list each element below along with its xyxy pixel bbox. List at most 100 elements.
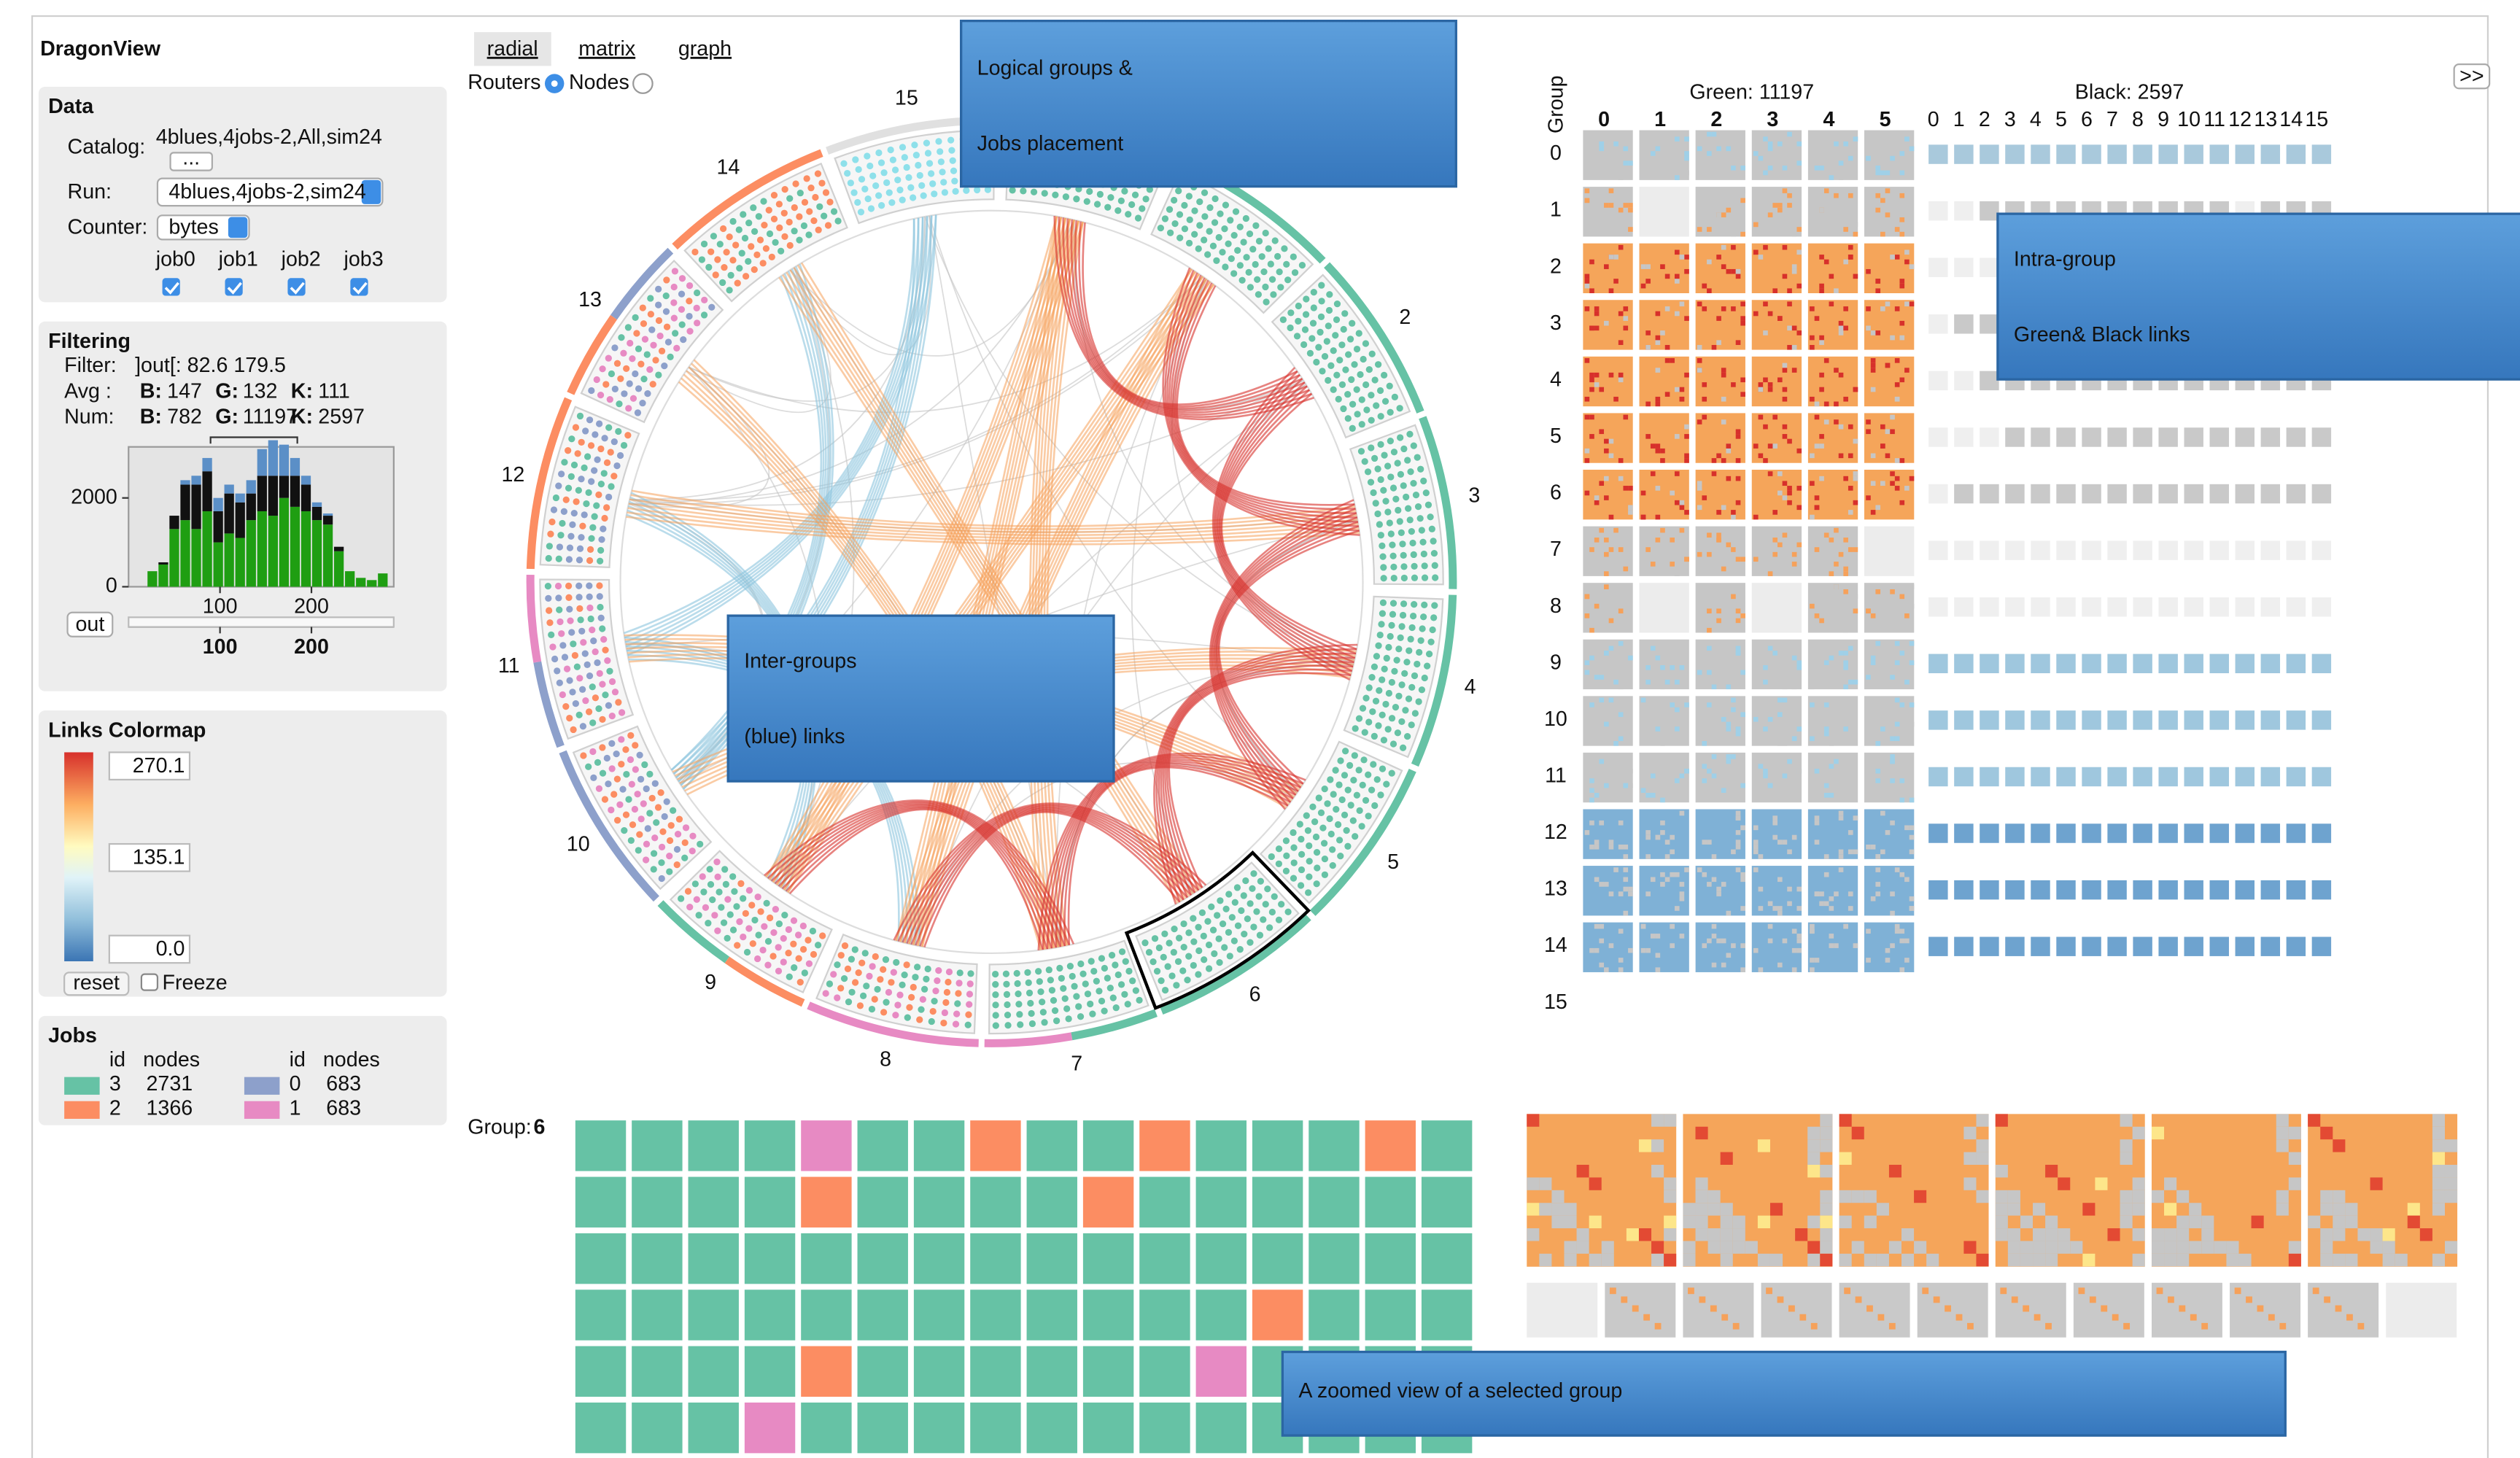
link-pixel: [1875, 505, 1881, 511]
link-pixel: [1885, 947, 1891, 953]
link-pixel: [1684, 510, 1689, 515]
job-checkbox[interactable]: [287, 278, 306, 296]
black-link-cell: [2031, 710, 2050, 730]
link-pixel: [1758, 906, 1764, 911]
view-tab[interactable]: matrix: [578, 37, 635, 61]
field-label: Run:: [68, 180, 112, 203]
link-ribbon: [1211, 508, 1357, 803]
router-cell: [1139, 1402, 1190, 1454]
link-pixel: [1628, 768, 1633, 774]
callout-text: Green& Black links: [2014, 323, 2190, 346]
expand-button[interactable]: [2453, 63, 2491, 90]
mode-radio[interactable]: [632, 73, 654, 94]
colormap-value[interactable]: 270.1: [133, 754, 185, 778]
green-header: Green: 11197: [1689, 80, 1814, 104]
colormap-value[interactable]: 135.1: [133, 845, 185, 869]
node-dot: [910, 194, 917, 201]
link-pixel: [1853, 547, 1858, 552]
node-dot: [1397, 434, 1404, 441]
link-pixel: [1731, 306, 1736, 311]
node-dot: [806, 208, 813, 215]
node-dot: [889, 156, 896, 163]
link-pixel: [1660, 665, 1665, 670]
node-dot: [1355, 715, 1363, 722]
colormap-input[interactable]: [108, 751, 191, 781]
link-pixel: [1767, 571, 1773, 576]
node-dot: [1291, 269, 1299, 276]
link-pixel: [1777, 490, 1783, 496]
job-checkbox[interactable]: [225, 278, 243, 296]
link-pixel: [1838, 320, 1844, 326]
black-column-label: 10: [2177, 108, 2201, 131]
view-tab[interactable]: radial: [487, 37, 538, 61]
node-dot: [577, 616, 584, 624]
out-button[interactable]: [66, 611, 114, 637]
freeze-checkbox[interactable]: [140, 973, 159, 991]
zoom-pixel: [1864, 1190, 1877, 1203]
zoom-pixel: [1576, 1228, 1589, 1241]
select-arrow: [361, 179, 381, 204]
black-link-cell: [2209, 484, 2229, 504]
zoom-pixel: [1945, 1305, 1951, 1312]
node-dot: [1166, 939, 1173, 947]
link-pixel: [1909, 825, 1915, 831]
link-pixel: [1655, 953, 1661, 958]
link-pixel: [1721, 505, 1726, 511]
colormap-value[interactable]: 0.0: [156, 937, 185, 961]
job-arc: [559, 750, 659, 902]
link-pixel: [1866, 155, 1871, 161]
node-dot: [1424, 662, 1431, 670]
link-pixel: [1853, 438, 1858, 444]
link-pixel: [1604, 721, 1609, 727]
node-dot: [745, 887, 753, 894]
node-dot: [592, 648, 599, 656]
job-checkbox[interactable]: [350, 278, 368, 296]
node-dot: [920, 985, 928, 993]
reset-button-label[interactable]: reset: [73, 971, 120, 994]
node-dot: [1222, 263, 1229, 271]
out-button-label[interactable]: out: [75, 613, 104, 636]
node-dot: [734, 279, 741, 287]
black-link-cell: [2107, 937, 2127, 956]
green-link-cell: [1807, 130, 1858, 180]
counter-select[interactable]: [156, 214, 250, 241]
node-dot: [785, 926, 793, 934]
reset-button[interactable]: [63, 972, 130, 996]
green-link-cell: [1807, 356, 1858, 407]
node-dot: [815, 226, 822, 233]
colormap-input[interactable]: [108, 934, 191, 964]
link-pixel: [1589, 788, 1594, 793]
link-pixel: [1870, 358, 1876, 363]
router-cell: [1195, 1290, 1247, 1341]
panel-heading: Links Colormap: [48, 718, 206, 742]
node-dot: [736, 918, 743, 926]
link-pixel: [1740, 712, 1745, 717]
zoom-pixel: [1695, 1203, 1708, 1216]
black-link-cell: [2082, 710, 2101, 730]
job-checkbox[interactable]: [162, 278, 180, 296]
node-dot: [1408, 624, 1416, 632]
zoom-pixel: [2107, 1228, 2120, 1241]
expand-button-label[interactable]: >>: [2459, 64, 2484, 88]
link-pixel: [1697, 551, 1702, 557]
browse-button[interactable]: [169, 152, 213, 171]
link-pixel: [1613, 679, 1618, 685]
link-pixel: [1608, 943, 1614, 948]
link-pixel: [1767, 166, 1773, 171]
view-tab[interactable]: graph: [678, 37, 732, 61]
run-select[interactable]: [156, 177, 384, 207]
browse-button-label[interactable]: ...: [182, 147, 200, 170]
link-pixel: [1716, 510, 1721, 515]
run-value[interactable]: 4blues,4jobs-2,sim24: [168, 180, 366, 203]
x-tick-label: 100: [203, 595, 238, 619]
colormap-input[interactable]: [108, 842, 191, 872]
node-dot: [1359, 705, 1367, 712]
link-pixel: [1904, 938, 1910, 944]
link-pixel: [1711, 131, 1717, 137]
link-pixel: [1899, 231, 1905, 237]
counter-value[interactable]: bytes: [168, 216, 218, 239]
node-dot: [1338, 796, 1346, 804]
zoom-pixel: [2176, 1241, 2190, 1254]
zoom-pixel: [2168, 1296, 2174, 1303]
zoom-pixel: [1720, 1241, 1733, 1254]
